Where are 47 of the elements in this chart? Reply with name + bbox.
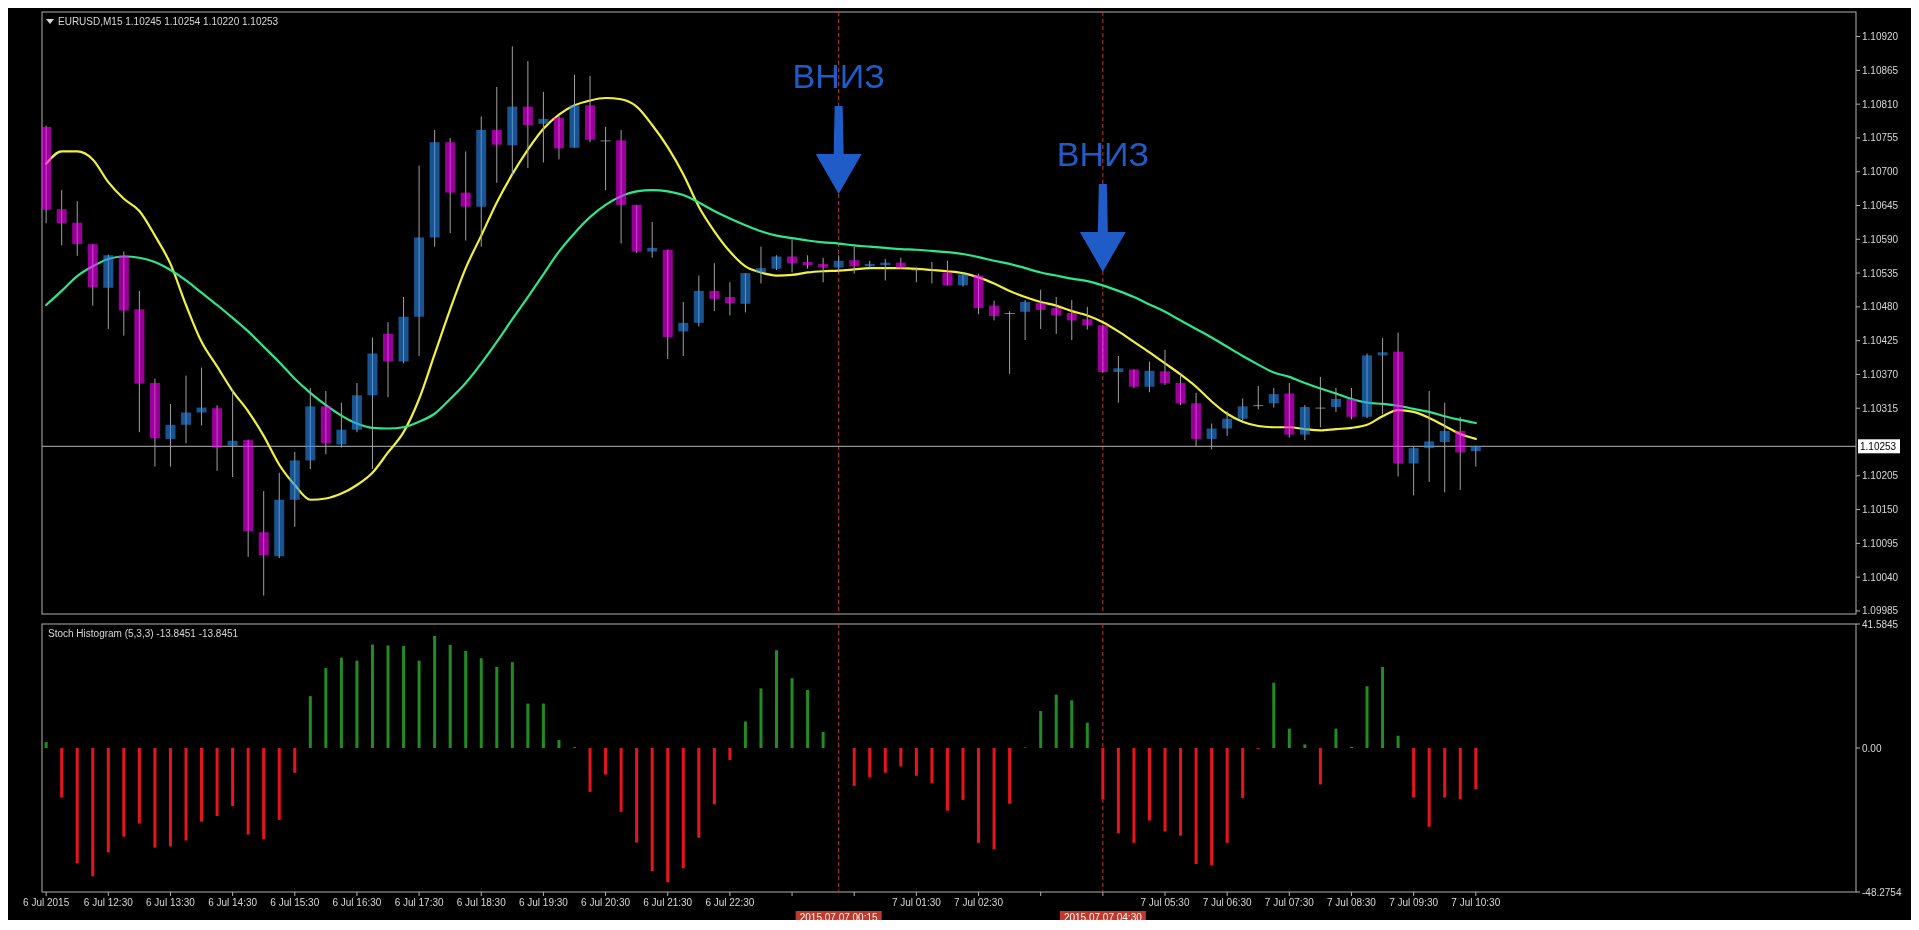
x-tick-label: 6 Jul 13:30 — [145, 897, 196, 908]
y-tick-label: -48.2754 — [1862, 886, 1902, 898]
y-tick-label: 1.10040 — [1862, 571, 1899, 583]
ref-line-label: 2015.07.07 04:30 — [1063, 911, 1143, 923]
y-tick-label: 1.09985 — [1862, 605, 1899, 617]
y-tick-label: 1.10425 — [1862, 335, 1899, 347]
x-tick-label: 6 Jul 15:30 — [270, 897, 320, 908]
y-tick-label: 1.10480 — [1862, 301, 1899, 313]
x-tick-label: 6 Jul 19:30 — [518, 897, 569, 908]
x-tick-label: 6 Jul 14:30 — [208, 897, 258, 908]
y-tick-label: 1.10150 — [1862, 504, 1899, 516]
ref-line-label: 1.10253 — [1860, 440, 1897, 452]
x-tick-label: 7 Jul 10:30 — [1451, 897, 1501, 908]
x-tick-label: 7 Jul 06:30 — [1202, 897, 1253, 908]
annotation: ВНИЗ — [792, 56, 885, 95]
x-tick-label: 7 Jul 07:30 — [1264, 897, 1315, 908]
annotation: ВНИЗ — [1056, 134, 1149, 173]
y-tick-label: 1.10590 — [1862, 233, 1899, 245]
x-tick-label: 7 Jul 02:30 — [954, 897, 1004, 908]
x-tick-label: 6 Jul 16:30 — [332, 897, 382, 908]
y-tick-label: 1.10095 — [1862, 537, 1899, 549]
y-tick-label: 1.10205 — [1862, 470, 1899, 482]
y-tick-label: 1.10700 — [1862, 166, 1899, 178]
y-tick-label: 0.00 — [1862, 742, 1882, 754]
x-tick-label: 7 Jul 01:30 — [891, 897, 942, 908]
ref-line-label: 2015.07.07 00:15 — [799, 911, 879, 923]
x-tick-label: 6 Jul 22:30 — [705, 897, 755, 908]
x-tick-label: 7 Jul 08:30 — [1327, 897, 1377, 908]
y-tick-label: 1.10315 — [1862, 402, 1899, 414]
x-tick-label: 6 Jul 2015 — [23, 897, 70, 908]
y-tick-label: 1.10755 — [1862, 132, 1899, 144]
chart-title: Stoch Histogram (5,3,3) -13.8451 -13.8451 — [48, 628, 239, 639]
x-tick-label: 6 Jul 17:30 — [394, 897, 444, 908]
x-tick-label: 6 Jul 20:30 — [581, 897, 631, 908]
y-tick-label: 1.10370 — [1862, 368, 1899, 380]
chart-title: EURUSD,M15 1.10245 1.10254 1.10220 1.10253 — [58, 16, 279, 27]
x-tick-label: 6 Jul 18:30 — [456, 897, 507, 908]
x-tick-label: 6 Jul 21:30 — [643, 897, 693, 908]
x-tick-label: 6 Jul 12:30 — [83, 897, 134, 908]
y-tick-label: 41.5845 — [1862, 618, 1899, 630]
y-tick-label: 1.10920 — [1862, 31, 1899, 43]
x-tick-label: 7 Jul 05:30 — [1140, 897, 1190, 908]
y-tick-label: 1.10810 — [1862, 98, 1899, 110]
y-tick-label: 1.10535 — [1862, 267, 1899, 279]
x-tick-label: 7 Jul 09:30 — [1389, 897, 1439, 908]
y-tick-label: 1.10865 — [1862, 64, 1899, 76]
y-tick-label: 1.10645 — [1862, 200, 1899, 211]
